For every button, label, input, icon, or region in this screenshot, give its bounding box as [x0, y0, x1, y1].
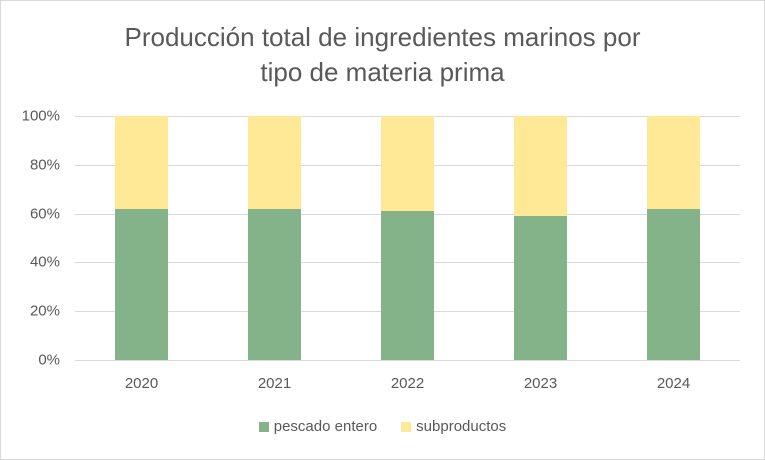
y-tick-label: 100% — [21, 107, 60, 125]
bar-2020 — [115, 116, 168, 360]
legend-swatch-icon — [401, 421, 412, 432]
x-tick-label: 2020 — [124, 375, 159, 392]
chart-title-line-1: Producción total de ingredientes marinos… — [124, 22, 641, 52]
bar-segment-pescado-entero — [514, 216, 567, 360]
legend-swatch-icon — [258, 421, 269, 432]
chart-title: Producción total de ingredientes marinos… — [0, 20, 765, 90]
bar-segment-subproductos — [381, 116, 434, 212]
legend: pescado entero subproductos — [0, 418, 765, 435]
bar-segment-pescado-entero — [381, 211, 434, 360]
legend-item: subproductos — [401, 418, 506, 435]
chart-title-line-2: tipo de materia prima — [260, 57, 505, 87]
bar-segment-pescado-entero — [647, 208, 700, 360]
legend-label: pescado entero — [273, 418, 378, 435]
x-tick-label: 2022 — [390, 375, 425, 392]
bar-segment-pescado-entero — [115, 208, 168, 360]
y-tick-label: 40% — [29, 253, 60, 271]
y-tick-label: 0% — [38, 351, 60, 369]
bar-2022 — [381, 116, 434, 360]
bar-segment-subproductos — [514, 116, 567, 217]
bar-2021 — [248, 116, 301, 360]
bar-2024 — [647, 116, 700, 360]
bar-2023 — [514, 116, 567, 360]
legend-item: pescado entero — [258, 418, 378, 435]
y-tick-label: 20% — [29, 302, 60, 320]
y-tick-label: 80% — [29, 156, 60, 174]
legend-label: subproductos — [416, 418, 507, 435]
bar-segment-subproductos — [647, 116, 700, 209]
y-tick-label: 60% — [29, 205, 60, 223]
bar-segment-pescado-entero — [248, 208, 301, 360]
bar-segment-subproductos — [248, 116, 301, 209]
gridline — [75, 360, 740, 361]
x-tick-label: 2021 — [257, 375, 292, 392]
x-tick-label: 2023 — [523, 375, 558, 392]
x-tick-label: 2024 — [656, 375, 691, 392]
plot-area — [75, 116, 740, 361]
bar-segment-subproductos — [115, 116, 168, 209]
